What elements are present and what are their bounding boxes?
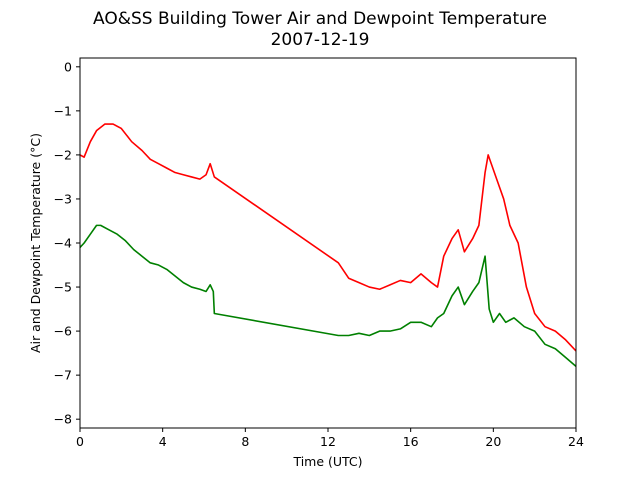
x-tick-label: 24: [568, 434, 584, 449]
y-tick-label: −1: [54, 103, 72, 118]
x-tick-label: 8: [241, 434, 249, 449]
x-tick-label: 0: [76, 434, 84, 449]
chart-title: AO&SS Building Tower Air and Dewpoint Te…: [93, 9, 547, 29]
chart-subtitle: 2007-12-19: [271, 30, 370, 50]
x-tick-label: 16: [403, 434, 419, 449]
x-tick-label: 20: [485, 434, 501, 449]
y-tick-label: −5: [54, 280, 72, 295]
y-tick-label: −4: [54, 236, 72, 251]
y-tick-label: −6: [54, 324, 72, 339]
y-tick-label: −8: [54, 412, 72, 427]
x-tick-label: 12: [320, 434, 336, 449]
y-tick-label: −3: [54, 191, 72, 206]
y-axis-label: Air and Dewpoint Temperature (°C): [28, 133, 43, 353]
y-tick-label: −7: [54, 368, 72, 383]
y-axis-ticks: 0 −1 −2 −3 −4 −5 −6 −7 −8: [54, 59, 80, 427]
x-axis-ticks: 0 4 8 12 16 20 24: [76, 428, 584, 449]
x-tick-label: 4: [159, 434, 167, 449]
y-tick-label: −2: [54, 147, 72, 162]
series-line-1: [79, 123, 577, 352]
series-line-2: [79, 224, 577, 367]
x-axis-label: Time (UTC): [292, 454, 362, 469]
plot-frame: [79, 57, 577, 429]
plot-series: [79, 123, 577, 367]
y-tick-label: 0: [64, 59, 72, 74]
